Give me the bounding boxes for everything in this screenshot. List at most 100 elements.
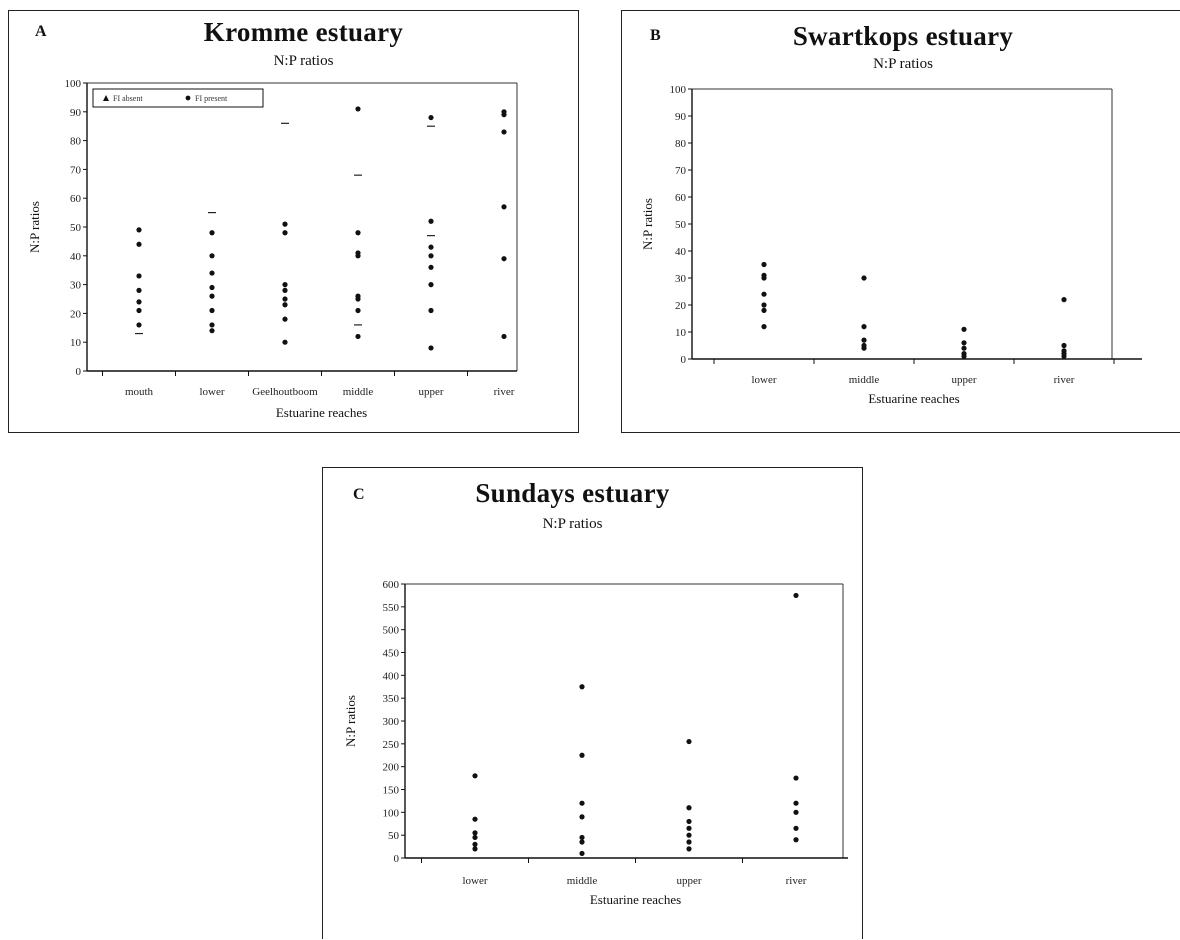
data-point — [282, 296, 288, 302]
y-tick-label: 600 — [383, 579, 400, 591]
data-point — [961, 326, 967, 332]
legend-label: FI present — [195, 94, 228, 103]
data-point — [472, 773, 478, 779]
data-point — [428, 307, 434, 314]
chart-subtitle: N:P ratios — [273, 53, 334, 69]
y-tick-label: 10 — [675, 327, 687, 339]
legend-marker-triangle — [103, 95, 109, 101]
data-point — [793, 592, 799, 599]
data-point — [282, 230, 288, 236]
chart-title: Sundays estuary — [475, 478, 670, 508]
data-point — [428, 218, 434, 224]
y-tick-label: 0 — [76, 366, 82, 378]
y-tick-label: 80 — [70, 136, 82, 148]
data-point — [1061, 297, 1067, 303]
y-tick-label: 150 — [383, 785, 400, 797]
data-point — [209, 270, 215, 276]
data-point — [355, 307, 361, 314]
y-tick-label: 300 — [383, 716, 400, 728]
data-point — [686, 832, 692, 838]
chart-title: Swartkops estuary — [792, 21, 1014, 51]
y-tick-label: 250 — [383, 739, 400, 751]
data-point — [209, 293, 215, 299]
x-axis-title: Estuarine reaches — [868, 391, 959, 406]
data-point — [136, 227, 142, 233]
x-tick-label: upper — [418, 386, 443, 398]
y-tick-label: 0 — [681, 354, 687, 366]
data-point — [579, 834, 585, 841]
data-point — [501, 129, 507, 135]
legend-marker-dot — [185, 95, 191, 101]
y-axis-title: N:P ratios — [640, 198, 655, 250]
x-tick-label: lower — [199, 386, 224, 398]
x-tick-label: river — [1054, 374, 1075, 386]
data-point — [209, 230, 215, 236]
x-axis-title: Estuarine reaches — [590, 892, 681, 907]
data-point — [579, 839, 585, 845]
data-point — [686, 825, 692, 831]
y-tick-label: 40 — [675, 246, 687, 258]
chart-subtitle: N:P ratios — [542, 516, 603, 532]
data-point — [761, 275, 767, 281]
x-axis-title: Estuarine reaches — [276, 405, 367, 420]
x-tick-label: lower — [751, 374, 776, 386]
x-tick-label: upper — [951, 374, 976, 386]
data-point — [861, 337, 867, 343]
data-point — [136, 273, 142, 279]
panel-letter: B — [650, 27, 661, 44]
y-tick-label: 60 — [70, 193, 82, 205]
data-point — [472, 830, 478, 836]
data-point — [355, 106, 361, 112]
x-tick-label: middle — [343, 386, 374, 398]
y-tick-label: 70 — [675, 165, 687, 177]
x-tick-label: middle — [567, 875, 598, 887]
data-point — [355, 296, 361, 302]
data-point — [136, 287, 142, 293]
x-tick-label: mouth — [125, 386, 154, 398]
y-tick-label: 50 — [675, 219, 687, 231]
y-tick-label: 60 — [675, 192, 687, 204]
data-point — [793, 775, 799, 781]
data-point — [961, 353, 967, 359]
y-tick-label: 90 — [70, 107, 82, 119]
data-point — [282, 221, 288, 227]
data-point — [686, 846, 692, 852]
y-tick-label: 500 — [383, 625, 400, 637]
data-point — [355, 333, 361, 340]
x-tick-label: river — [786, 875, 807, 887]
data-point — [282, 316, 288, 322]
data-point — [793, 809, 799, 815]
y-tick-label: 30 — [675, 273, 687, 285]
data-point — [472, 846, 478, 852]
data-point — [282, 287, 288, 293]
data-point — [793, 837, 799, 843]
data-point — [579, 850, 585, 857]
data-point — [861, 345, 867, 351]
data-point — [686, 839, 692, 845]
y-tick-label: 0 — [394, 853, 400, 865]
y-tick-label: 450 — [383, 648, 400, 660]
data-point — [282, 339, 288, 345]
y-tick-label: 10 — [70, 337, 82, 349]
data-point — [1061, 342, 1067, 349]
data-point — [136, 307, 142, 314]
data-point — [428, 264, 434, 270]
y-tick-label: 100 — [65, 78, 82, 90]
y-tick-label: 70 — [70, 164, 82, 176]
data-point — [861, 275, 867, 281]
data-point — [209, 328, 215, 334]
chart-subtitle: N:P ratios — [873, 56, 933, 72]
data-point — [209, 284, 215, 291]
x-tick-label: river — [494, 386, 515, 398]
y-tick-label: 50 — [70, 222, 82, 234]
data-point — [428, 114, 434, 121]
data-point — [282, 302, 288, 308]
y-tick-label: 100 — [670, 84, 687, 96]
data-point — [209, 253, 215, 259]
data-point — [761, 307, 767, 313]
data-point — [501, 112, 507, 118]
y-tick-label: 40 — [70, 251, 82, 263]
data-point — [761, 324, 767, 330]
